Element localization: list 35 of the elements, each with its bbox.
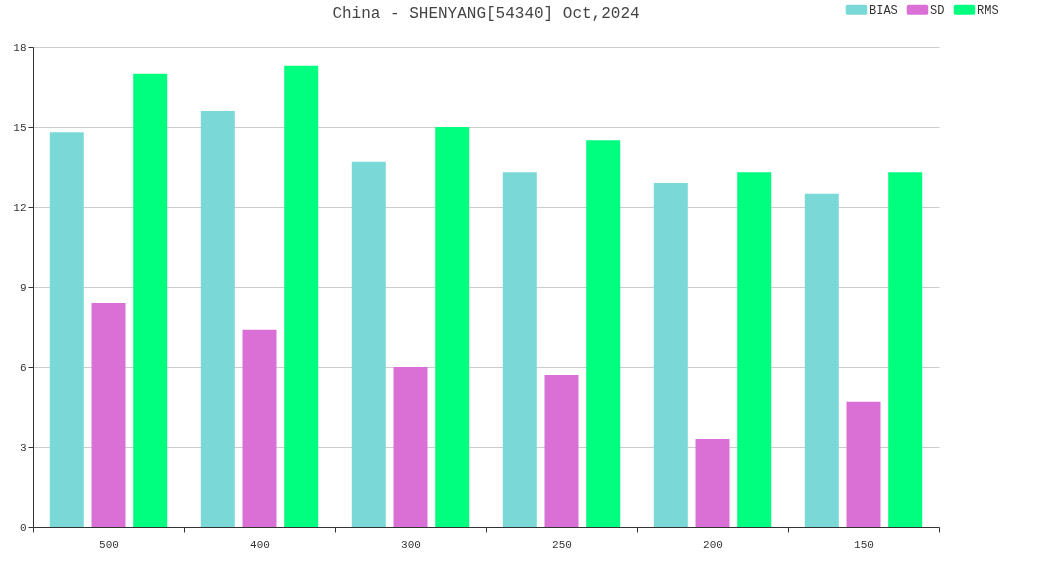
x-tick-label: 150 [854,538,874,551]
x-tick-label: 400 [250,538,270,551]
legend-label: RMS [977,3,999,18]
bar [435,127,470,527]
bar [846,401,881,527]
bar [200,111,235,527]
legend-label: BIAS [869,3,898,18]
chart-title: China - SHENYANG[54340] Oct,2024 [332,5,640,23]
y-tick-label: 9 [19,281,27,294]
y-tick-label: 6 [19,361,27,374]
y-tick-label: 12 [13,201,27,214]
bar [888,172,923,527]
bar [49,132,84,527]
bar [242,329,277,527]
bar [502,172,537,527]
bar [586,140,621,527]
x-tick-label: 500 [99,538,119,551]
bar [653,183,688,527]
legend-label: SD [930,3,945,18]
bar [284,65,319,527]
x-tick-label: 250 [552,538,572,551]
y-tick-label: 3 [19,441,27,454]
bar [351,161,386,527]
bar [393,367,428,527]
bar [804,193,839,527]
y-tick-label: 15 [13,121,27,134]
bar [91,303,126,527]
bar [737,172,772,527]
x-tick-label: 200 [703,538,723,551]
y-tick-label: 18 [13,41,27,54]
bar [544,375,579,527]
y-tick-label: 0 [19,521,27,534]
bar [133,73,168,527]
x-tick-label: 300 [401,538,421,551]
bar [695,439,730,527]
